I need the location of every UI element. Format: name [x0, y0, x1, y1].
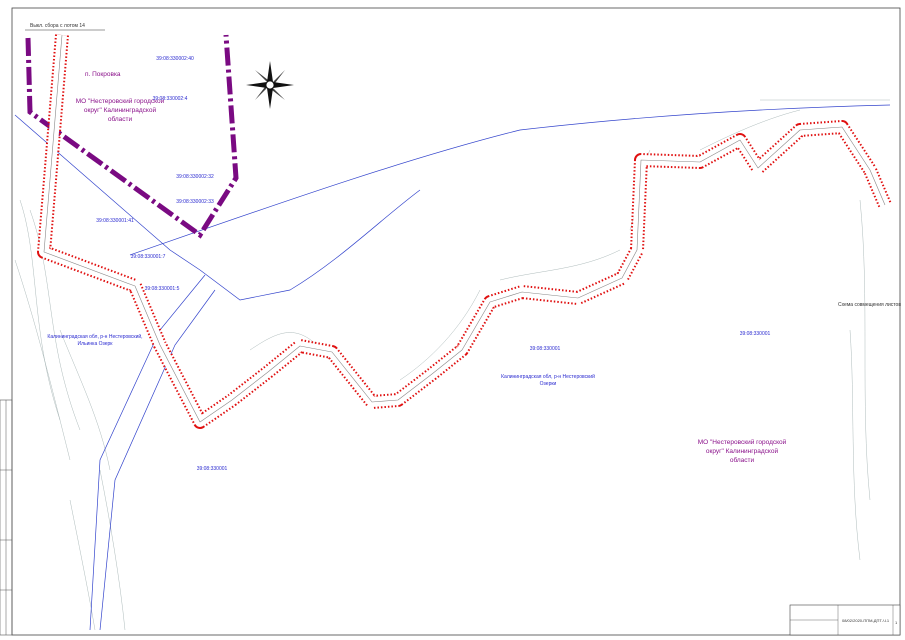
parcel-label: 39:08:330001: [740, 331, 771, 337]
side-strip-lines: [0, 400, 12, 635]
roads-and-boundaries: [14, 104, 891, 631]
label-line: МО "Нестеровский городской: [76, 97, 165, 105]
north-arrow: [246, 61, 294, 109]
municipal-boundary: [25, 34, 239, 239]
parcel-label: 39:08:330001:7: [131, 254, 166, 260]
sheet-number: 1: [895, 620, 898, 625]
parcel-label: 39:08:330001:41: [96, 218, 134, 224]
parcel-notes: Калининградская обл, р-н Нестеровский,Ил…: [47, 333, 595, 387]
header-note: Выкл. сбора с лотом 14: [30, 23, 85, 29]
parcel-label: 39:08:330002:4: [153, 96, 188, 102]
parcel-label: 39:08:330002:32: [176, 174, 214, 180]
title-block: 08/02/2020-ППМ-ДПТ-Ч.1 1: [789, 604, 901, 636]
parcel-label: 39:08:330002:33: [176, 199, 214, 205]
label-line: округ" Калининградской: [84, 106, 157, 114]
parcel-labels: 39:08:330002:40 39:08:330002:4 39:08:33000…: [96, 56, 770, 472]
parcel-label: 39:08:330002:40: [156, 56, 194, 62]
label-line: области: [108, 115, 133, 123]
label-line: МО "Нестеровский городской: [698, 438, 787, 446]
corridor: [37, 34, 892, 429]
label-line: области: [730, 456, 755, 464]
parcel-note: Калининградская обл, р-н Нестеровский: [501, 373, 595, 380]
parcel-label: 39:08:330001: [197, 466, 228, 472]
sheet-scheme: Схема совмещения листов: [838, 302, 901, 308]
parcel-label: 39:08:330001:5: [145, 286, 180, 292]
terrain-contours: [14, 99, 890, 631]
parcel-note: Калининградская обл, р-н Нестеровский,: [47, 333, 142, 340]
drawing-code: 08/02/2020-ППМ-ДПТ-Ч.1: [842, 618, 890, 623]
parcel-note: Озерки: [540, 381, 557, 387]
label-line: округ" Калининградской: [706, 447, 779, 455]
corridor-axis: [43, 34, 886, 423]
parcel-label: 39:08:330001: [530, 346, 561, 352]
settlement-label: п. Покровка: [85, 71, 121, 78]
frame: [11, 7, 901, 636]
parcel-note: Ильинка Озерк: [77, 341, 113, 347]
